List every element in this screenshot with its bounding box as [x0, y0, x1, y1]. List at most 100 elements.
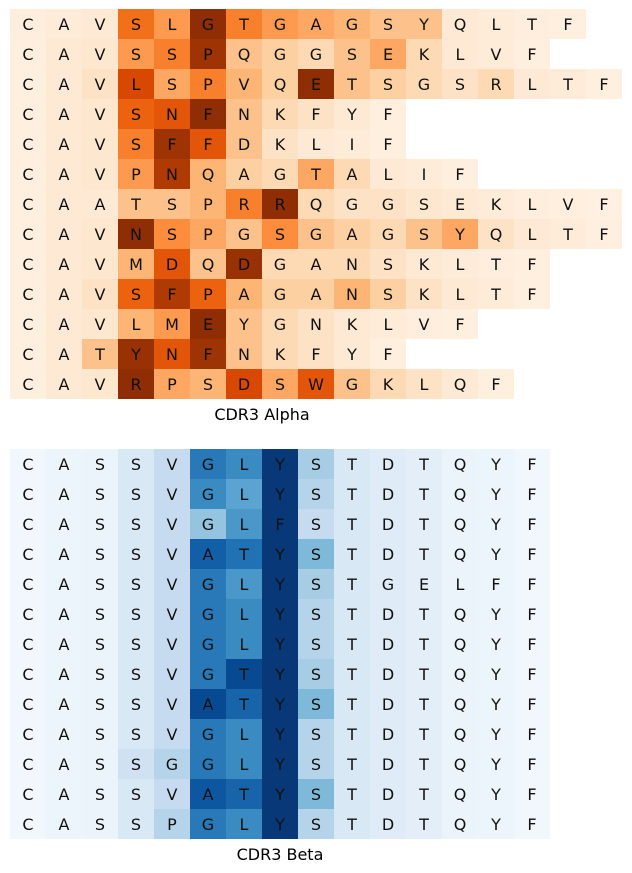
alpha-residue-label: L [456, 45, 465, 64]
beta-cell [82, 539, 118, 569]
beta-residue-label: S [95, 665, 105, 684]
alpha-residue-label: S [131, 45, 141, 64]
alpha-residue-label: A [59, 375, 70, 394]
beta-cell [226, 809, 262, 839]
beta-residue-label: A [59, 725, 70, 744]
alpha-cell [334, 189, 370, 219]
alpha-cell [154, 159, 190, 189]
beta-residue-label: L [240, 635, 249, 654]
alpha-cell [334, 219, 370, 249]
beta-residue-label: T [346, 605, 357, 624]
alpha-cell [118, 369, 154, 399]
beta-residue-label: F [527, 665, 536, 684]
alpha-residue-label: V [239, 75, 250, 94]
alpha-cell [262, 339, 298, 369]
alpha-cell [370, 69, 406, 99]
beta-cell [46, 569, 82, 599]
alpha-cell [514, 219, 550, 249]
beta-residue-label: S [311, 755, 321, 774]
alpha-cell [442, 159, 478, 189]
alpha-cell [262, 99, 298, 129]
alpha-cell [478, 39, 514, 69]
alpha-residue-label: F [383, 135, 392, 154]
beta-cell [406, 749, 442, 779]
beta-residue-label: A [59, 455, 70, 474]
beta-residue-label: Y [274, 575, 285, 594]
beta-cell [154, 539, 190, 569]
alpha-cell [406, 189, 442, 219]
beta-residue-label: G [202, 515, 214, 534]
beta-cell [154, 659, 190, 689]
alpha-cell [370, 129, 406, 159]
alpha-residue-label: Y [418, 15, 429, 34]
cdr3-alpha-heatmap: C A V S L G T G A G S Y Q L T FC A V S S P Q G G S E K L V FC A V L S P V Q E… [10, 9, 622, 399]
beta-cell [82, 749, 118, 779]
alpha-cell [586, 69, 622, 99]
alpha-cell [82, 339, 118, 369]
alpha-cell [190, 369, 226, 399]
alpha-residue-label: F [167, 285, 176, 304]
alpha-cell [46, 279, 82, 309]
beta-cell [406, 569, 442, 599]
alpha-cell [514, 9, 550, 39]
alpha-residue-label: P [203, 75, 213, 94]
alpha-cell [406, 309, 442, 339]
alpha-cell [82, 159, 118, 189]
beta-residue-label: C [22, 605, 33, 624]
alpha-cell [370, 39, 406, 69]
alpha-cell [298, 219, 334, 249]
beta-residue-label: Y [490, 605, 501, 624]
alpha-residue-label: D [238, 375, 250, 394]
alpha-cell [262, 39, 298, 69]
beta-cell [514, 779, 550, 809]
alpha-cell [46, 9, 82, 39]
alpha-residue-label: S [131, 285, 141, 304]
beta-cell [118, 479, 154, 509]
alpha-cell [406, 39, 442, 69]
beta-residue-label: C [22, 785, 33, 804]
alpha-residue-label: A [239, 285, 250, 304]
beta-residue-label: T [418, 545, 429, 564]
alpha-cell [82, 309, 118, 339]
alpha-cell [154, 129, 190, 159]
beta-residue-label: L [456, 575, 465, 594]
alpha-cell [82, 9, 118, 39]
alpha-cell [190, 39, 226, 69]
alpha-residue-label: E [383, 45, 393, 64]
alpha-cell [154, 9, 190, 39]
beta-cell [478, 479, 514, 509]
beta-residue-label: A [203, 785, 214, 804]
alpha-cell [370, 99, 406, 129]
alpha-cell [118, 249, 154, 279]
beta-cell [370, 569, 406, 599]
alpha-residue-label: P [167, 375, 177, 394]
beta-residue-label: F [527, 785, 536, 804]
alpha-residue-label: V [95, 75, 106, 94]
alpha-cell [370, 369, 406, 399]
beta-residue-label: S [131, 815, 141, 834]
beta-cell [442, 779, 478, 809]
beta-cell [154, 779, 190, 809]
alpha-residue-label: D [238, 135, 250, 154]
beta-cell [370, 809, 406, 839]
beta-cell [370, 779, 406, 809]
beta-residue-label: T [346, 545, 357, 564]
alpha-cell [154, 369, 190, 399]
alpha-residue-label: A [59, 225, 70, 244]
alpha-residue-label: G [202, 15, 214, 34]
beta-residue-label: T [346, 815, 357, 834]
alpha-cell [262, 279, 298, 309]
beta-cell [118, 659, 154, 689]
beta-cell [226, 719, 262, 749]
alpha-residue-label: A [59, 345, 70, 364]
beta-cell [118, 539, 154, 569]
alpha-residue-label: F [527, 45, 536, 64]
alpha-cell [334, 249, 370, 279]
beta-cell [334, 569, 370, 599]
beta-residue-label: S [131, 785, 141, 804]
beta-residue-label: S [311, 635, 321, 654]
alpha-residue-label: T [238, 15, 249, 34]
alpha-residue-label: F [203, 345, 212, 364]
alpha-cell [10, 219, 46, 249]
alpha-residue-label: S [203, 375, 213, 394]
